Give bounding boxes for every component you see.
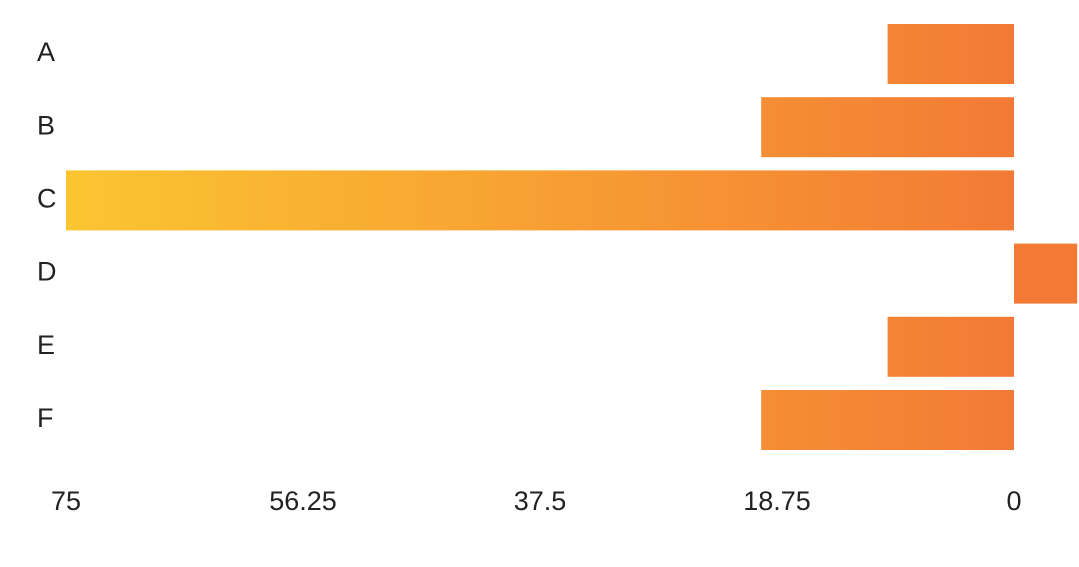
y-tick-label: F — [37, 403, 54, 433]
x-tick-label: 75 — [51, 486, 81, 516]
x-tick-label: 18.75 — [743, 486, 811, 516]
y-tick-label: B — [37, 110, 55, 140]
x-tick-label: 37.5 — [514, 486, 567, 516]
y-tick-label: C — [37, 184, 57, 214]
y-tick-label: A — [37, 37, 55, 67]
bar — [887, 316, 1014, 377]
bar — [66, 170, 1014, 231]
bar — [761, 390, 1014, 450]
y-tick-label: D — [37, 257, 57, 287]
bar — [761, 97, 1014, 158]
bar — [1014, 243, 1078, 304]
y-tick-label: E — [37, 330, 55, 360]
x-tick-label: 56.25 — [269, 486, 337, 516]
x-tick-label: 0 — [1006, 486, 1021, 516]
bar — [887, 24, 1014, 84]
